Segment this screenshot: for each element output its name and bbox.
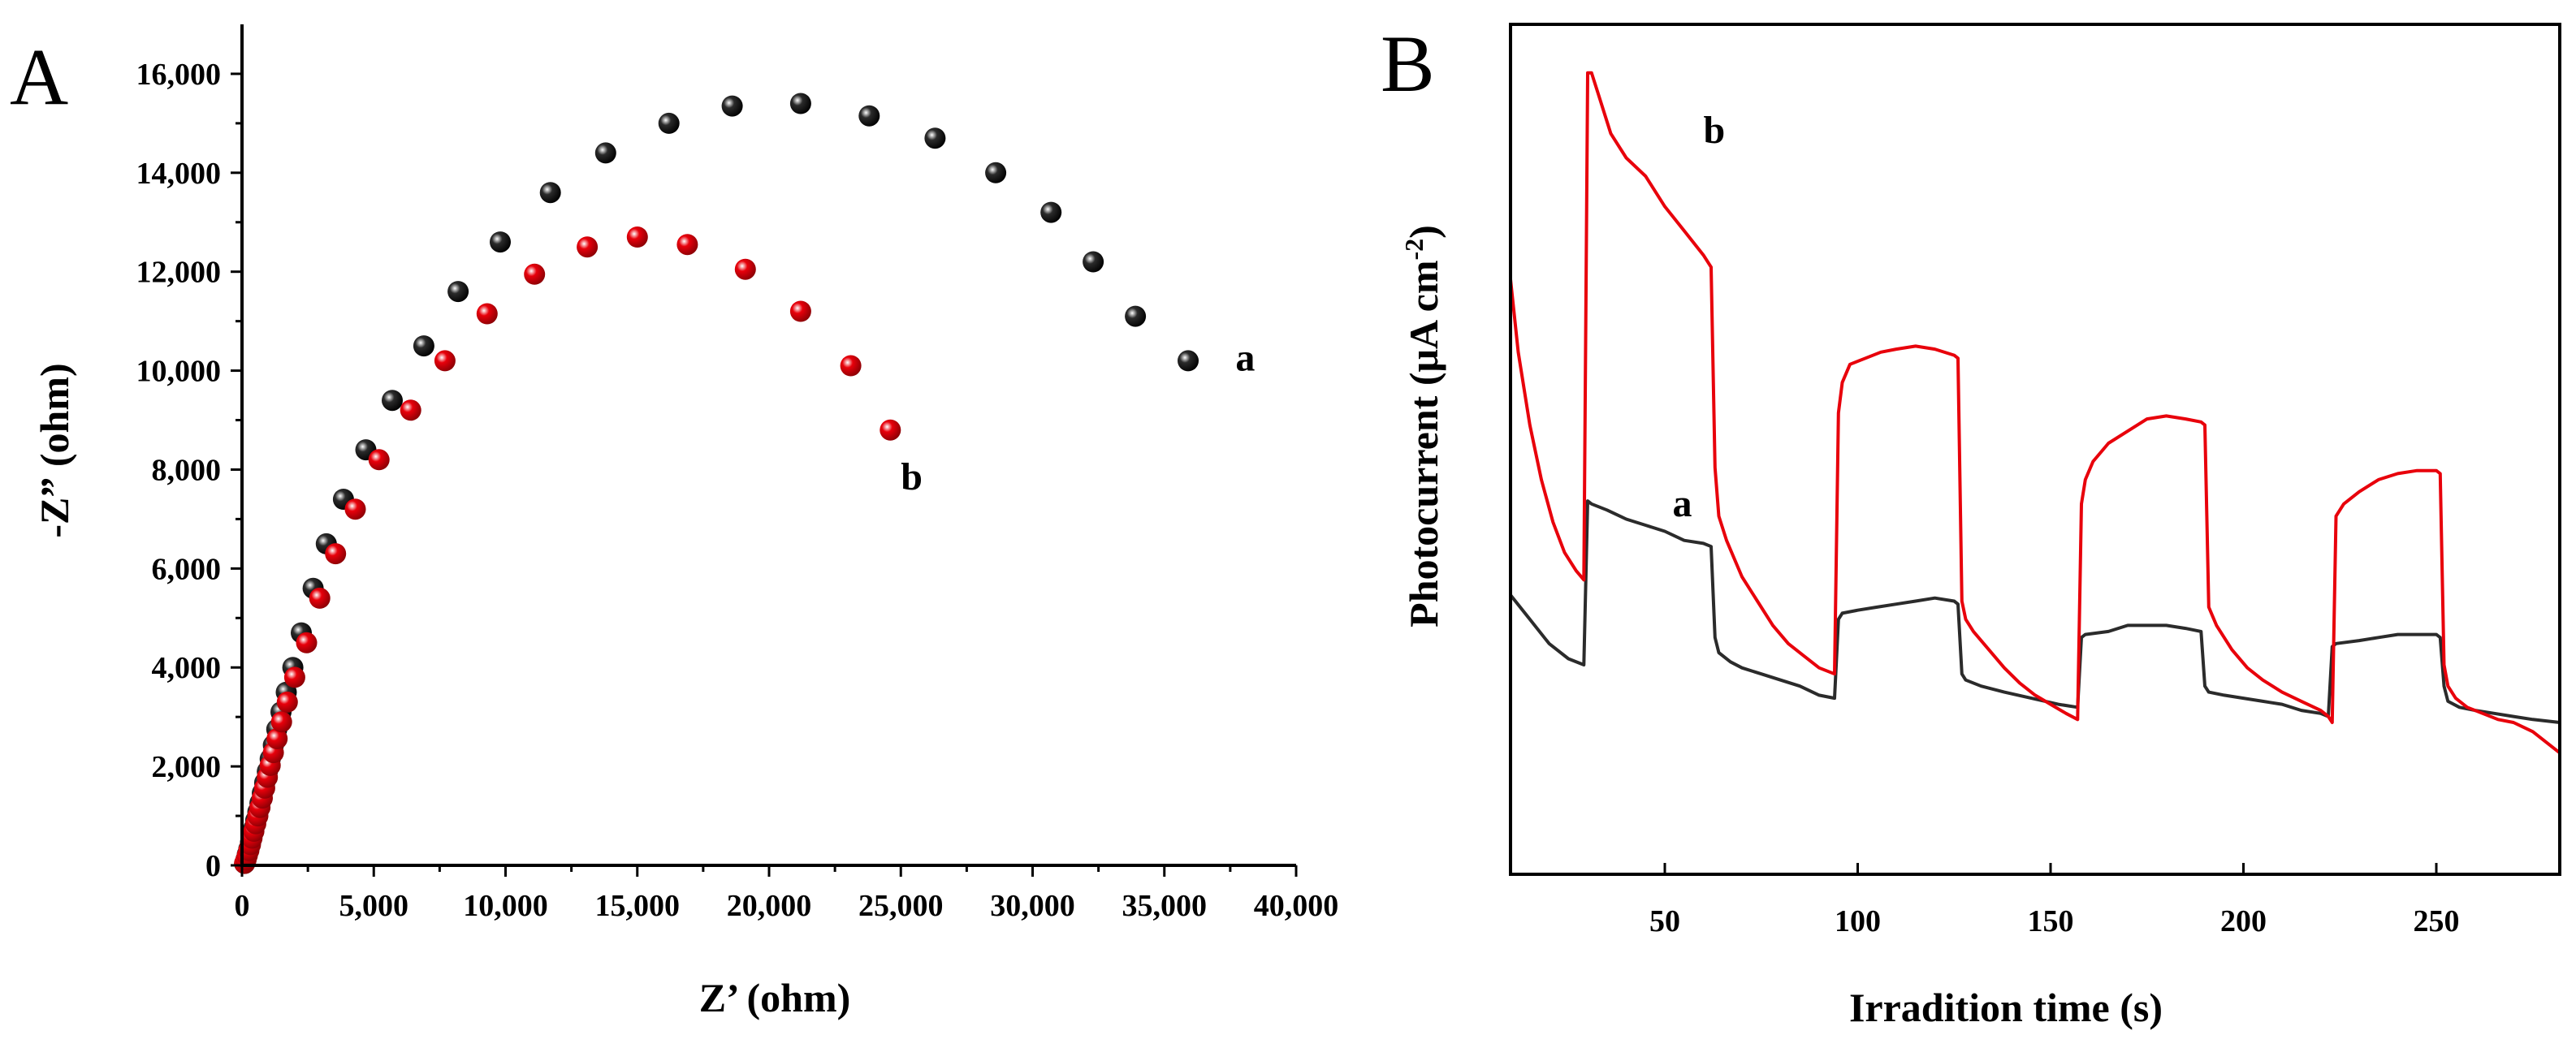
x-ticks-b: 50 100 150 200 250: [1649, 863, 2460, 938]
y-tick-label-a: 0: [205, 849, 221, 883]
data-point-b: [344, 498, 366, 520]
series-a-points: [234, 93, 1199, 874]
x-tick-label-b: 200: [2220, 904, 2267, 938]
series-b-points: [234, 226, 901, 874]
series-label-b: b: [901, 455, 923, 498]
data-point-a: [1178, 350, 1199, 372]
data-point-b: [434, 350, 456, 372]
axes-a: [240, 24, 1296, 867]
x-axis-title-b: Irradition time (s): [1849, 985, 2163, 1030]
y-tick-label-a: 2,000: [152, 750, 222, 784]
y-title-end: ): [1401, 225, 1446, 239]
data-point-a: [985, 162, 1007, 183]
data-point-b: [577, 236, 599, 258]
y-tick-label-a: 6,000: [152, 552, 222, 586]
data-point-a: [858, 105, 880, 127]
data-point-a: [447, 281, 469, 303]
y-tick-label-a: 4,000: [152, 651, 222, 685]
data-point-b: [840, 355, 862, 377]
y-tick-label-a: 16,000: [136, 58, 222, 92]
data-point-b: [476, 303, 498, 325]
y-ticks-a: 0 2,000 4,000 6,000 8,000 10,000 12,000 14,000 1…: [136, 58, 242, 883]
panel-label-a: A: [10, 32, 68, 122]
series-line-a: [1509, 499, 2561, 724]
x-tick-label-b: 50: [1649, 904, 1680, 938]
series-label-b: b: [1704, 109, 1726, 152]
data-point-a: [1083, 251, 1104, 273]
x-tick-label-a: 30,000: [990, 889, 1075, 923]
data-point-b: [400, 399, 421, 421]
series-label-a: a: [1673, 482, 1692, 525]
data-point-b: [626, 226, 648, 248]
x-ticks-a: 0 5,000 10,000 15,000 20,000 25,000 30,000 35,0…: [235, 865, 1339, 923]
data-point-b: [368, 449, 390, 471]
data-point-b: [266, 728, 288, 749]
data-point-a: [382, 390, 403, 412]
data-point-b: [734, 258, 756, 280]
y-tick-label-a: 8,000: [152, 453, 222, 487]
data-point-b: [276, 691, 298, 713]
series-line-b: [1509, 71, 2561, 754]
x-tick-label-a: 40,000: [1254, 889, 1339, 923]
x-tick-label-b: 150: [2028, 904, 2074, 938]
y-tick-label-a: 12,000: [136, 256, 222, 290]
y-title-main: Photocurrent (μA cm: [1401, 260, 1446, 627]
x-tick-label-a: 10,000: [463, 889, 548, 923]
y-tick-label-a: 14,000: [136, 157, 222, 191]
data-point-a: [490, 231, 511, 253]
data-point-b: [676, 234, 698, 256]
x-tick-label-a: 0: [235, 889, 250, 923]
series-lines-b: [1509, 71, 2561, 754]
plot-frame-b: [1509, 23, 2561, 876]
data-point-b: [270, 711, 292, 733]
x-tick-label-b: 250: [2414, 904, 2460, 938]
axes-b: [1509, 23, 2561, 876]
x-tick-label-a: 15,000: [595, 889, 681, 923]
data-point-b: [296, 632, 318, 653]
y-axis-title-b: Photocurrent (μA cm-2): [1399, 225, 1446, 628]
data-point-a: [1040, 201, 1062, 223]
x-tick-label-a: 5,000: [339, 889, 409, 923]
x-tick-label-a: 35,000: [1122, 889, 1208, 923]
data-point-b: [524, 263, 546, 285]
data-point-a: [721, 95, 743, 117]
x-axis-title-a: Z’ (ohm): [699, 975, 851, 1020]
data-point-a: [594, 142, 616, 164]
y-title-sup: -2: [1399, 239, 1428, 261]
data-point-b: [309, 587, 331, 609]
data-point-a: [658, 112, 680, 134]
series-label-a: a: [1235, 337, 1255, 380]
y-tick-label-a: 10,000: [136, 355, 222, 389]
x-tick-label-a: 25,000: [858, 889, 944, 923]
data-point-a: [539, 182, 561, 204]
panel-label-b: B: [1381, 19, 1435, 109]
data-point-b: [283, 666, 305, 688]
y-axis-title-a: -Z” (ohm): [32, 363, 77, 537]
x-tick-label-a: 20,000: [727, 889, 812, 923]
data-point-a: [924, 127, 946, 149]
photocurrent-chart: B 50 100 150 200 250 a b Irradition time (s)…: [1381, 19, 2561, 1030]
data-point-b: [789, 300, 811, 322]
data-point-b: [325, 543, 347, 565]
eis-nyquist-chart: A 0 5,000 10,000 15,000 20,000 25,000 30,000 35…: [10, 24, 1338, 1020]
x-tick-label-b: 100: [1835, 904, 1881, 938]
data-point-a: [1125, 305, 1147, 327]
data-point-a: [413, 335, 434, 357]
data-point-a: [789, 93, 811, 114]
data-point-b: [880, 419, 901, 441]
